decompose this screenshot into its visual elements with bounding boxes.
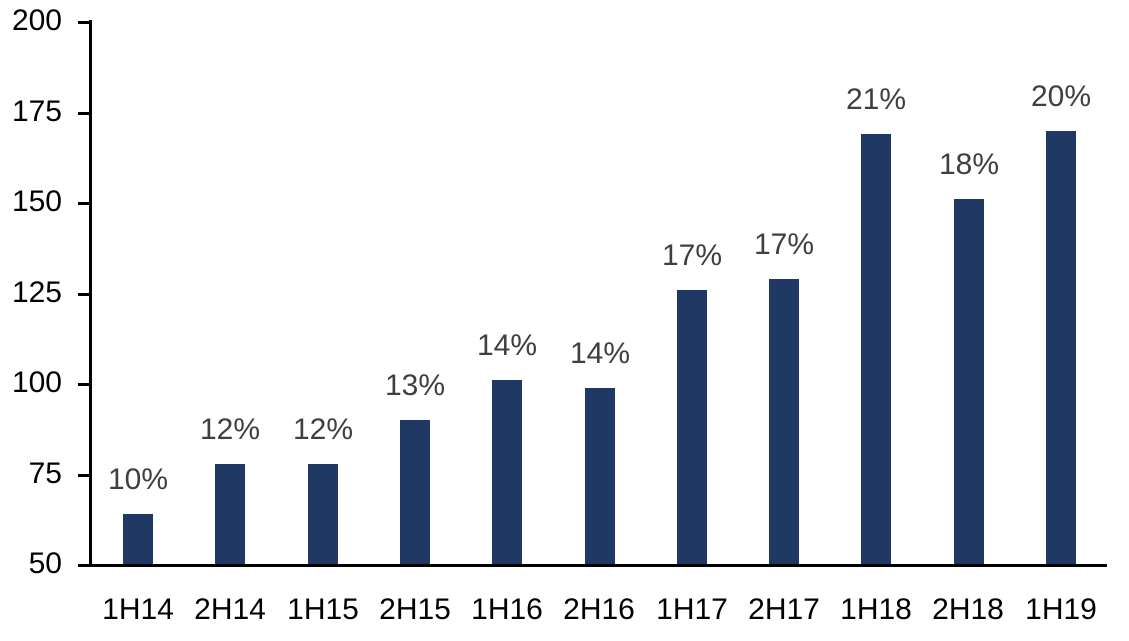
- x-tick-label: 1H16: [471, 593, 543, 626]
- bar: [861, 134, 891, 564]
- bar-value-label: 14%: [476, 329, 538, 362]
- y-tick-mark: [78, 564, 89, 567]
- y-tick-mark: [78, 293, 89, 296]
- x-tick-label: 1H17: [656, 593, 728, 626]
- x-tick-label: 1H18: [840, 593, 912, 626]
- y-tick-label: 200: [11, 4, 62, 37]
- bar-value-label: 10%: [107, 463, 169, 496]
- bar: [492, 380, 522, 564]
- bar: [677, 290, 707, 564]
- x-tick-label: 1H19: [1025, 593, 1097, 626]
- bar-value-label: 14%: [569, 337, 631, 370]
- x-tick-label: 2H17: [748, 593, 820, 626]
- y-tick-label: 125: [11, 276, 62, 309]
- y-tick-label: 175: [11, 95, 62, 128]
- bar: [769, 279, 799, 564]
- bar: [215, 464, 245, 564]
- bar-value-label: 13%: [384, 369, 446, 402]
- bar-value-label: 18%: [938, 148, 1000, 181]
- x-tick-label: 2H15: [379, 593, 451, 626]
- bar: [308, 464, 338, 564]
- bar: [585, 388, 615, 564]
- bar-value-label: 12%: [199, 413, 261, 446]
- bar: [1046, 131, 1076, 564]
- x-tick-label: 1H15: [287, 593, 359, 626]
- y-tick-label: 50: [28, 547, 62, 580]
- bar-value-label: 12%: [292, 413, 354, 446]
- bar: [400, 420, 430, 564]
- x-tick-label: 1H14: [102, 593, 174, 626]
- y-tick-mark: [78, 21, 89, 24]
- bar-value-label: 17%: [753, 228, 815, 261]
- y-tick-label: 150: [11, 185, 62, 218]
- y-tick-mark: [78, 474, 89, 477]
- y-tick-mark: [78, 112, 89, 115]
- y-tick-mark: [78, 202, 89, 205]
- x-tick-label: 2H16: [563, 593, 635, 626]
- y-tick-label: 100: [11, 366, 62, 399]
- x-tick-label: 2H14: [194, 593, 266, 626]
- x-axis-line: [89, 564, 1107, 567]
- bar: [123, 514, 153, 564]
- bar-value-label: 21%: [845, 83, 907, 116]
- y-tick-label: 75: [28, 457, 62, 490]
- bar-value-label: 20%: [1030, 80, 1092, 113]
- y-axis-line: [89, 20, 92, 567]
- bar-value-label: 17%: [661, 239, 723, 272]
- bar: [954, 199, 984, 564]
- y-tick-mark: [78, 383, 89, 386]
- x-tick-label: 2H18: [932, 593, 1004, 626]
